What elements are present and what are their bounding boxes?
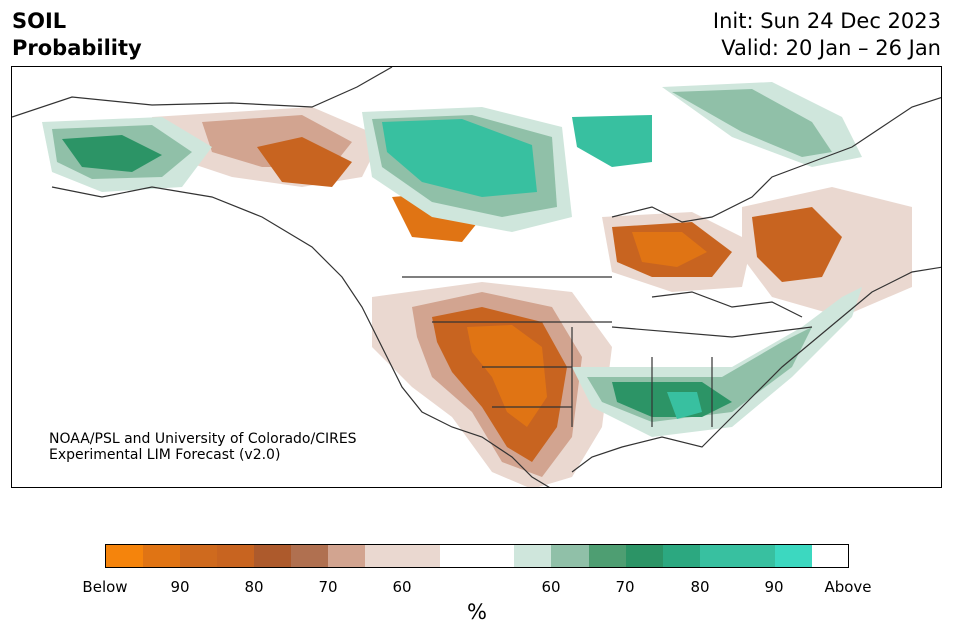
colorbar-segment — [106, 545, 143, 567]
colorbar-segment — [700, 545, 775, 567]
colorbar-tick-label: 80 — [244, 578, 264, 596]
colorbar-segment — [180, 545, 217, 567]
coastlines — [12, 67, 941, 487]
below-normal-regions — [152, 107, 912, 487]
colorbar-unit: % — [467, 600, 487, 624]
colorbar-segment — [291, 545, 328, 567]
colorbar-tick-label: 60 — [392, 578, 412, 596]
probability-map — [12, 67, 941, 487]
colorbar-segment — [514, 545, 551, 567]
colorbar-segment — [551, 545, 589, 567]
colorbar-tick-label: Below — [82, 578, 128, 596]
colorbar-tick-label: 90 — [764, 578, 784, 596]
colorbar-segment — [365, 545, 440, 567]
colorbar-segment — [143, 545, 180, 567]
colorbar-segment — [328, 545, 365, 567]
above-normal-regions — [42, 82, 862, 437]
title-variable: SOIL — [12, 9, 67, 33]
colorbar — [105, 544, 849, 568]
credit-line-1: NOAA/PSL and University of Colorado/CIRE… — [49, 431, 357, 447]
colorbar-segment — [663, 545, 700, 567]
colorbar-tick-label: 90 — [170, 578, 190, 596]
valid-date: Valid: 20 Jan – 26 Jan — [721, 36, 941, 60]
colorbar-segment — [217, 545, 254, 567]
colorbar-tick-label: 80 — [690, 578, 710, 596]
colorbar-segment — [589, 545, 626, 567]
colorbar-tick-label: 70 — [615, 578, 635, 596]
forecast-dates: Init: Sun 24 Dec 2023 Valid: 20 Jan – 26… — [713, 8, 941, 62]
colorbar-segment — [626, 545, 663, 567]
title-kind: Probability — [12, 36, 142, 60]
credit-text: NOAA/PSL and University of Colorado/CIRE… — [49, 431, 357, 463]
map-panel — [11, 66, 942, 488]
colorbar-tick-label: Above — [824, 578, 872, 596]
colorbar-tick-label: 60 — [541, 578, 561, 596]
colorbar-tick-label: 70 — [318, 578, 338, 596]
colorbar-segment — [254, 545, 291, 567]
map-title: SOIL Probability — [12, 8, 142, 62]
colorbar-segment — [440, 545, 514, 567]
init-date: Init: Sun 24 Dec 2023 — [712, 9, 941, 33]
colorbar-segment — [775, 545, 812, 567]
credit-line-2: Experimental LIM Forecast (v2.0) — [49, 447, 281, 463]
